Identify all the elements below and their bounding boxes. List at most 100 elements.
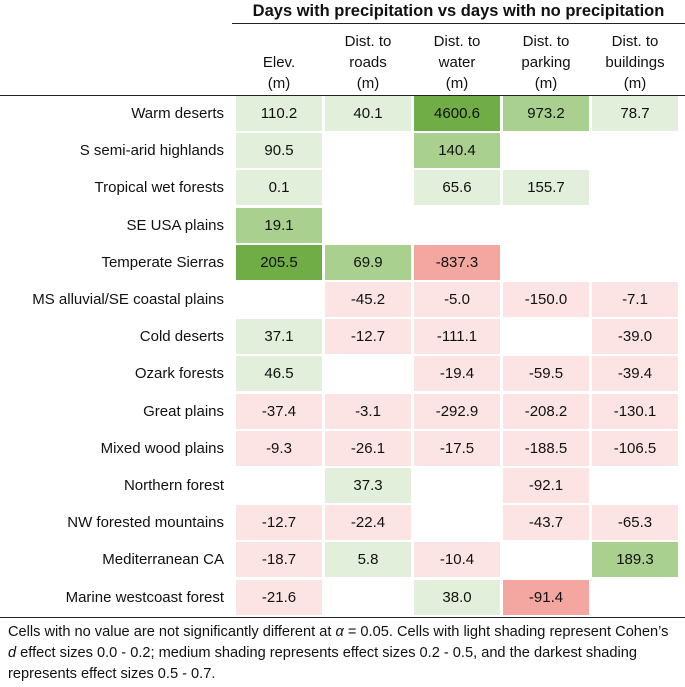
- table-cell: [592, 170, 678, 205]
- column-header-line: (m): [267, 75, 291, 92]
- table-cell: 38.0: [414, 580, 500, 615]
- row-label: Warm deserts: [131, 105, 224, 122]
- row-label: SE USA plains: [126, 217, 224, 234]
- footnote-text-3: effect sizes 0.0 - 0.2; medium shading r…: [8, 645, 637, 682]
- table-cell: [236, 282, 322, 317]
- table-cell: -130.1: [592, 394, 678, 429]
- column-header-line: Dist. to: [522, 33, 570, 50]
- table-cell: -21.6: [236, 580, 322, 615]
- table-cell: -43.7: [503, 505, 589, 540]
- column-header-line: (m): [445, 75, 469, 92]
- table-cell: -91.4: [503, 580, 589, 615]
- row-label: S semi-arid highlands: [79, 142, 224, 159]
- table-cell: -22.4: [325, 505, 411, 540]
- table-cell: [414, 505, 500, 540]
- table-cell: 973.2: [503, 96, 589, 131]
- column-header-0: Elev. (m): [234, 26, 324, 94]
- table-cell: -106.5: [592, 431, 678, 466]
- footnote-alpha: α: [335, 624, 344, 640]
- table-cell: 37.1: [236, 319, 322, 354]
- column-header-line: parking: [521, 54, 571, 71]
- column-header-line: Dist. to: [433, 33, 481, 50]
- table-cell: -188.5: [503, 431, 589, 466]
- table-cell: 37.3: [325, 468, 411, 503]
- table-cell: 155.7: [503, 170, 589, 205]
- table-cell: -19.4: [414, 356, 500, 391]
- row-label: MS alluvial/SE coastal plains: [32, 291, 224, 308]
- column-header-line: buildings: [605, 54, 665, 71]
- row-label: Mediterranean CA: [102, 551, 224, 568]
- column-header-line: Dist. to: [611, 33, 659, 50]
- table-cell: 189.3: [592, 542, 678, 577]
- table-cell: -208.2: [503, 394, 589, 429]
- table-cell: [325, 170, 411, 205]
- table-cell: [592, 208, 678, 243]
- bottom-rule: [0, 617, 685, 618]
- table-cell: -39.4: [592, 356, 678, 391]
- header-rule: [0, 95, 685, 96]
- table-cell: -12.7: [236, 505, 322, 540]
- table-cell: [503, 245, 589, 280]
- table-cell: [592, 580, 678, 615]
- row-label: Temperate Sierras: [101, 254, 224, 271]
- column-header-3: Dist. to parking (m): [501, 26, 591, 94]
- column-header-line: (m): [356, 75, 380, 92]
- table-cell: -12.7: [325, 319, 411, 354]
- table-cell: 140.4: [414, 133, 500, 168]
- table-cell: 110.2: [236, 96, 322, 131]
- table-cell: -3.1: [325, 394, 411, 429]
- row-label: NW forested mountains: [67, 514, 224, 531]
- footnote: Cells with no value are not significantl…: [8, 622, 680, 685]
- table-cell: [325, 356, 411, 391]
- column-header-line: water: [438, 54, 476, 71]
- table-cell: -65.3: [592, 505, 678, 540]
- table-cell: -26.1: [325, 431, 411, 466]
- column-header-line: (m): [623, 75, 647, 92]
- column-header-4: Dist. to buildings (m): [590, 26, 680, 94]
- table-cell: 0.1: [236, 170, 322, 205]
- row-label: Ozark forests: [134, 365, 224, 382]
- table-cell: -92.1: [503, 468, 589, 503]
- table-cell: [592, 133, 678, 168]
- table-cell: -7.1: [592, 282, 678, 317]
- table-cell: -17.5: [414, 431, 500, 466]
- table-cell: 65.6: [414, 170, 500, 205]
- table-cell: [414, 208, 500, 243]
- table-cell: [325, 208, 411, 243]
- column-header-2: Dist. to water (m): [412, 26, 502, 94]
- table-cell: -37.4: [236, 394, 322, 429]
- table-cell: [325, 580, 411, 615]
- group-title: Days with precipitation vs days with no …: [252, 2, 665, 20]
- table-cell: [236, 468, 322, 503]
- table-cell: -59.5: [503, 356, 589, 391]
- table-cell: 69.9: [325, 245, 411, 280]
- table-cell: -18.7: [236, 542, 322, 577]
- column-header-line: Elev.: [262, 54, 296, 71]
- footnote-text-2: = 0.05. Cells with light shading represe…: [343, 624, 669, 640]
- table-cell: 19.1: [236, 208, 322, 243]
- table-cell: [503, 133, 589, 168]
- row-label: Tropical wet forests: [94, 179, 225, 196]
- table-cell: -5.0: [414, 282, 500, 317]
- column-header-1: Dist. to roads (m): [323, 26, 413, 94]
- table-cell: -837.3: [414, 245, 500, 280]
- table-cell: [325, 133, 411, 168]
- row-label: Great plains: [143, 403, 224, 420]
- table-cell: [592, 245, 678, 280]
- table-cell: -10.4: [414, 542, 500, 577]
- table-cell: -111.1: [414, 319, 500, 354]
- table-cell: 205.5: [236, 245, 322, 280]
- footnote-text-1: Cells with no value are not significantl…: [8, 624, 336, 640]
- table-cell: 5.8: [325, 542, 411, 577]
- row-label: Cold deserts: [139, 328, 224, 345]
- table-cell: -9.3: [236, 431, 322, 466]
- table-cell: 90.5: [236, 133, 322, 168]
- table-cell: 4600.6: [414, 96, 500, 131]
- table-cell: -150.0: [503, 282, 589, 317]
- row-label: Mixed wood plains: [100, 440, 224, 457]
- row-label: Northern forest: [123, 477, 224, 494]
- table-cell: 40.1: [325, 96, 411, 131]
- group-title-rule: [232, 23, 685, 24]
- table-cell: [503, 319, 589, 354]
